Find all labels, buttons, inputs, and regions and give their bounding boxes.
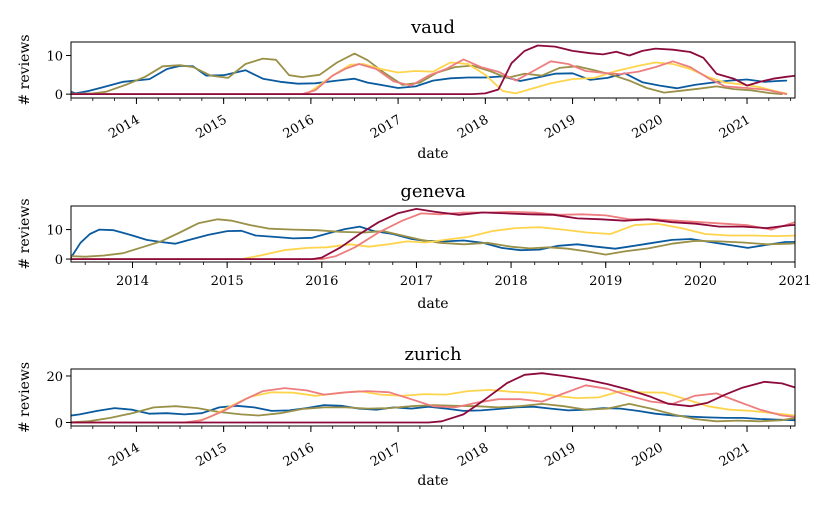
y-axis-label: # reviews (17, 199, 33, 270)
x-tick-label: 2014 (106, 112, 142, 142)
x-tick-label: 2019 (589, 274, 622, 289)
subplot-title: vaud (410, 17, 455, 38)
series-line-yellow (71, 61, 788, 95)
series-line-salmon (71, 384, 795, 424)
subplot-geneva: geneva 0 10 # reviews 2014 2015 2016 2017 2018 20… (17, 181, 812, 312)
x-tick-label: 2016 (281, 112, 317, 142)
x-tick-label: 2019 (542, 112, 578, 142)
x-tick-label: 2016 (305, 274, 338, 289)
series-line-crimson (71, 207, 795, 261)
x-tick-label: 2015 (193, 440, 229, 470)
x-tick-label: 2019 (542, 440, 578, 470)
x-tick-label: 2017 (400, 274, 433, 289)
x-tick-label: 2014 (106, 440, 142, 470)
series-group (71, 207, 795, 261)
y-axis-label: # reviews (17, 362, 33, 433)
series-line-olive (71, 52, 783, 95)
x-tick-label: 2021 (717, 112, 753, 142)
series-line-blue (71, 65, 788, 95)
series-line-olive (71, 218, 795, 258)
series-line-crimson (71, 44, 795, 95)
y-tick-label: 0 (55, 88, 63, 103)
y-tick-label: 0 (55, 417, 63, 432)
x-tick-label: 2020 (630, 112, 666, 142)
plot-frame (70, 368, 796, 427)
x-tick-label: 2017 (368, 440, 404, 470)
series-line-salmon (71, 58, 788, 95)
x-tick-label: 2018 (495, 274, 528, 289)
x-tick-label: 2020 (630, 440, 666, 470)
x-tick-label: 2020 (684, 274, 717, 289)
series-group (71, 372, 795, 424)
subplot-vaud: vaud 0 10 # reviews 2014 2015 2016 2017 2018 2019… (17, 17, 796, 162)
x-tick-label: 2021 (778, 274, 811, 289)
series-line-crimson (71, 372, 795, 424)
x-tick-label: 2014 (116, 274, 149, 289)
series-line-yellow (71, 388, 795, 424)
subplot-title: geneva (400, 181, 466, 202)
plot-frame (70, 205, 796, 263)
x-tick-label: 2017 (368, 112, 404, 142)
y-axis-label: # reviews (17, 35, 33, 106)
x-tick-label: 2018 (455, 112, 491, 142)
series-group (71, 44, 795, 95)
subplot-zurich: zurich 0 20 # reviews 2014 2015 2016 2017 2018 20… (17, 344, 796, 489)
y-tick-label: 20 (46, 370, 63, 385)
x-tick-label: 2018 (455, 440, 491, 470)
series-line-yellow (71, 222, 795, 261)
series-line-blue (71, 404, 795, 422)
x-tick-label: 2021 (717, 440, 753, 470)
subplot-title: zurich (404, 344, 462, 365)
x-axis-label: date (417, 296, 448, 312)
x-tick-label: 2015 (211, 274, 244, 289)
x-tick-label: 2016 (281, 440, 317, 470)
y-tick-label: 10 (46, 224, 63, 239)
x-tick-label: 2015 (193, 112, 229, 142)
y-tick-label: 10 (46, 50, 63, 65)
plot-frame (70, 41, 796, 99)
x-axis-label: date (417, 146, 448, 162)
x-axis-label: date (417, 473, 448, 489)
series-line-olive (71, 402, 795, 424)
y-tick-label: 0 (55, 253, 63, 268)
